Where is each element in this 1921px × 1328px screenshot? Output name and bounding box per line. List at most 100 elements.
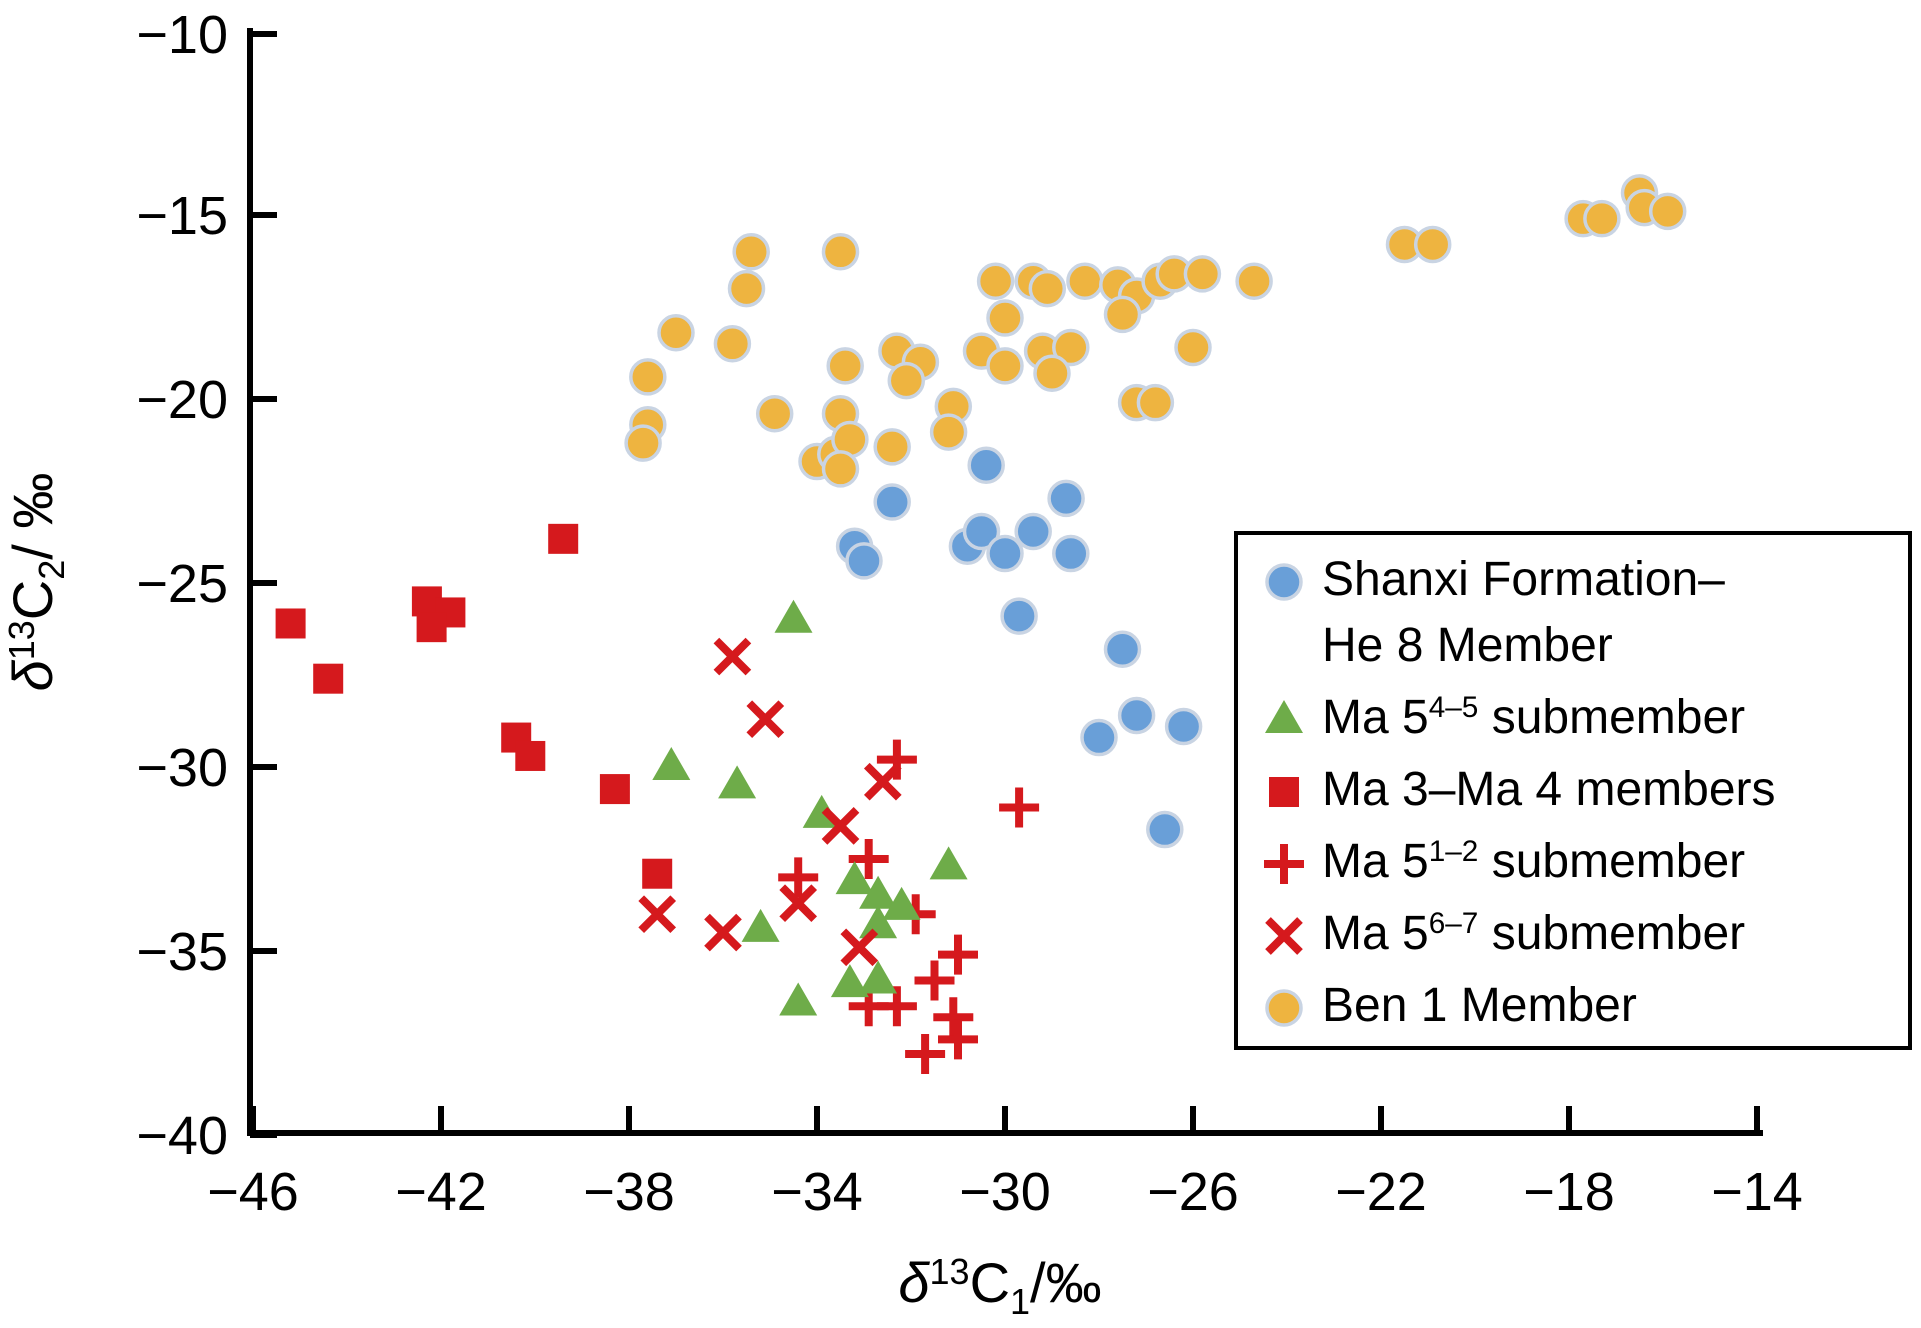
y-tick-label: −35 <box>136 922 228 982</box>
point-ma67 <box>713 637 752 676</box>
point-ma12 <box>848 839 889 879</box>
point-ma12 <box>999 787 1040 828</box>
point-ma45 <box>882 886 921 920</box>
point-ma34 <box>275 608 306 639</box>
point-ma45 <box>718 765 757 799</box>
point-ma67 <box>821 807 860 845</box>
legend-label: Ma 3–Ma 4 members <box>1322 763 1776 816</box>
point-ben1 <box>732 233 770 271</box>
point-ma45 <box>859 905 898 939</box>
point-ma12 <box>876 739 917 780</box>
point-ma12 <box>914 960 955 1001</box>
point-ben1 <box>713 325 752 363</box>
legend-marker-circle-icon <box>1260 547 1322 613</box>
point-shanxi <box>873 483 911 521</box>
point-shanxi <box>962 512 1001 551</box>
x-tick-label: −18 <box>1523 1162 1615 1222</box>
legend-label: Ben 1 Member <box>1322 979 1637 1032</box>
point-ma67 <box>746 700 785 738</box>
legend-marker-triangle-icon <box>1260 685 1322 751</box>
point-ma12 <box>933 997 974 1038</box>
point-ben1 <box>624 424 662 462</box>
point-ma45 <box>774 599 813 633</box>
point-ma12 <box>876 986 917 1027</box>
point-ma12 <box>905 1034 946 1075</box>
x-tick-label: −34 <box>771 1162 863 1222</box>
point-ben1 <box>887 361 926 400</box>
axes: −10 −15 −20 −25 −30 −35 −40−46 −42 −38 −34 −30 −26 −… <box>1 5 1803 1322</box>
point-shanxi <box>1146 810 1184 849</box>
point-shanxi <box>967 446 1005 484</box>
point-ben1 <box>1648 192 1687 231</box>
point-ben1 <box>1136 383 1175 422</box>
point-ma34 <box>515 740 546 771</box>
legend-label: Ma 51–2 submember <box>1322 834 1746 888</box>
x-axis-label: δ13C1/‰ <box>898 1251 1101 1322</box>
point-shanxi <box>1103 630 1142 668</box>
point-ben1 <box>929 413 968 451</box>
point-ben1 <box>826 347 864 385</box>
point-ma45 <box>779 982 818 1016</box>
series-ma34 <box>275 523 673 889</box>
point-ma45 <box>830 964 869 998</box>
point-ben1 <box>821 450 860 488</box>
y-tick-label: −20 <box>136 370 228 430</box>
point-shanxi <box>1117 696 1156 735</box>
x-tick-label: −42 <box>395 1162 487 1222</box>
point-ben1 <box>1413 225 1452 264</box>
point-ben1 <box>629 358 667 396</box>
point-ma45 <box>929 846 968 880</box>
point-ma67 <box>863 762 902 801</box>
point-ma67 <box>638 895 677 934</box>
point-shanxi <box>1000 597 1038 635</box>
point-shanxi <box>1164 707 1203 746</box>
point-ma45 <box>652 747 691 780</box>
x-tick-label: −38 <box>583 1162 675 1222</box>
legend-item-shanxi: Shanxi Formation– He 8 Member <box>1260 547 1894 679</box>
point-ma45 <box>859 960 898 994</box>
point-ben1 <box>1028 269 1067 308</box>
legend-item-ma45: Ma 54–5 submember <box>1260 685 1894 751</box>
point-ben1 <box>755 394 794 433</box>
y-tick-label: −25 <box>136 554 228 614</box>
point-ben1 <box>873 428 911 466</box>
y-tick-label: −40 <box>136 1106 228 1166</box>
point-ben1 <box>1066 262 1104 300</box>
legend-label: Ma 56–7 submember <box>1322 906 1746 960</box>
point-ben1 <box>986 299 1024 337</box>
point-ben1 <box>976 262 1015 300</box>
x-tick-label: −30 <box>959 1162 1051 1222</box>
point-ben1 <box>1183 255 1222 293</box>
point-shanxi <box>1047 479 1085 518</box>
point-ben1 <box>1174 328 1212 367</box>
legend-marker-plus-icon <box>1260 829 1322 895</box>
series-ma45 <box>652 599 968 1016</box>
point-ma67 <box>840 928 879 967</box>
series-shanxi <box>835 446 1203 849</box>
point-ben1 <box>1052 328 1090 367</box>
point-ma45 <box>859 875 898 909</box>
y-tick-label: −15 <box>136 186 228 246</box>
point-ben1 <box>821 233 860 271</box>
x-tick-label: −14 <box>1711 1162 1803 1222</box>
point-ben1 <box>1235 262 1273 300</box>
point-shanxi <box>845 542 883 580</box>
point-ma45 <box>835 861 874 895</box>
point-ma67 <box>704 913 742 952</box>
point-ma34 <box>416 612 447 643</box>
legend-marker-circle-icon <box>1260 973 1322 1039</box>
point-shanxi <box>986 534 1024 573</box>
point-ma34 <box>642 858 673 889</box>
legend-item-ma34: Ma 3–Ma 4 members <box>1260 757 1894 823</box>
point-ben1 <box>1033 354 1071 392</box>
legend-label: Shanxi Formation– He 8 Member <box>1322 553 1725 672</box>
point-ma12 <box>938 1019 978 1060</box>
y-tick-label: −30 <box>136 738 228 798</box>
legend-item-ben1: Ben 1 Member <box>1260 973 1894 1039</box>
legend-marker-x-icon <box>1260 901 1322 967</box>
y-tick-label: −10 <box>136 5 228 65</box>
legend-label: Ma 54–5 submember <box>1322 690 1746 744</box>
point-ben1 <box>727 269 766 308</box>
